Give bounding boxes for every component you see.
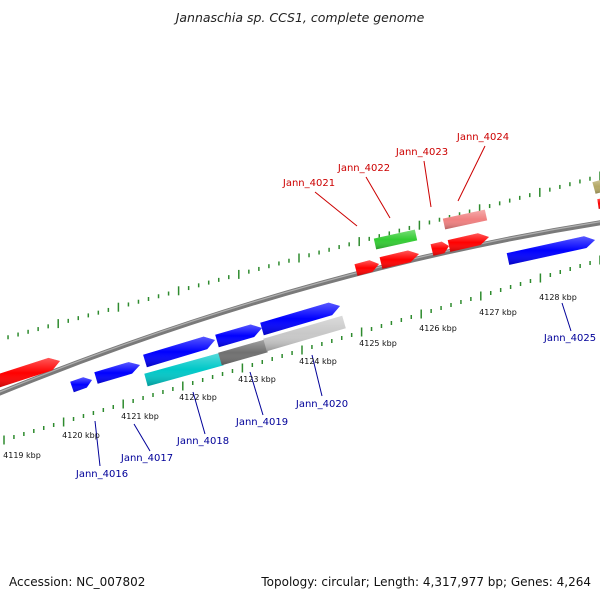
gene-blue-b[interactable] xyxy=(215,324,262,348)
label-jann-4025-connector xyxy=(561,302,572,332)
gene-jann-4021[interactable] xyxy=(354,260,380,276)
gene-jann-4022[interactable] xyxy=(379,250,419,269)
gene-green[interactable] xyxy=(373,229,418,250)
label-jann-4016-connector xyxy=(94,420,101,467)
scale-label: 4122 kbp xyxy=(179,393,217,402)
gene-red-edge[interactable] xyxy=(597,198,600,209)
scale-label: 4125 kbp xyxy=(359,339,397,348)
scale-label: 4120 kbp xyxy=(62,431,100,440)
gene-red-left[interactable] xyxy=(0,357,60,388)
label-jann-4023-connector xyxy=(423,160,432,208)
label-jann-4021-connector xyxy=(314,191,358,227)
accession-text: Accession: NC_007802 xyxy=(9,575,146,589)
label-jann-4021[interactable]: Jann_4021 xyxy=(282,178,335,189)
label-jann-4020[interactable]: Jann_4020 xyxy=(295,399,348,410)
gene-jann-4025[interactable] xyxy=(506,236,595,265)
scale-label: 4124 kbp xyxy=(299,357,337,366)
label-jann-4019[interactable]: Jann_4019 xyxy=(235,417,288,428)
label-jann-4025[interactable]: Jann_4025 xyxy=(543,333,596,344)
label-jann-4024-connector xyxy=(457,145,486,202)
genome-backbone xyxy=(0,220,600,396)
gene-jann-4023[interactable] xyxy=(430,241,449,256)
gene-blue-tiny[interactable] xyxy=(70,377,92,393)
gene-jann-4019[interactable] xyxy=(218,339,268,366)
scale-label: 4126 kbp xyxy=(419,324,457,333)
scale-label: 4123 kbp xyxy=(238,375,276,384)
gene-blue-c[interactable] xyxy=(260,302,340,336)
label-connectors xyxy=(94,145,572,467)
label-jann-4020-connector xyxy=(311,354,323,397)
label-jann-4016[interactable]: Jann_4016 xyxy=(75,469,128,480)
label-jann-4022[interactable]: Jann_4022 xyxy=(337,163,390,174)
gene-jann-4020[interactable] xyxy=(263,315,346,352)
label-jann-4017[interactable]: Jann_4017 xyxy=(120,453,173,464)
genome-backbone-highlight xyxy=(0,221,600,393)
map-title: Jannaschia sp. CCS1, complete genome xyxy=(175,10,425,25)
gene-jann-4024[interactable] xyxy=(447,233,489,252)
genome-summary-text: Topology: circular; Length: 4,317,977 bp… xyxy=(261,575,591,589)
label-jann-4022-connector xyxy=(365,176,391,219)
gene-blue-a[interactable] xyxy=(143,336,215,368)
gene-features xyxy=(0,179,600,393)
scale-labels: 4119 kbp 4120 kbp 4121 kbp 4122 kbp 4123 kbp… xyxy=(3,293,577,460)
gene-pink[interactable] xyxy=(442,209,488,230)
label-jann-4018-connector xyxy=(192,391,206,435)
label-jann-4024[interactable]: Jann_4024 xyxy=(456,132,509,143)
scale-label: 4119 kbp xyxy=(3,451,41,460)
label-jann-4018[interactable]: Jann_4018 xyxy=(176,436,229,447)
outer-tick-track xyxy=(7,171,600,340)
scale-label: 4127 kbp xyxy=(479,308,517,317)
scale-label: 4128 kbp xyxy=(539,293,577,302)
label-jann-4017-connector xyxy=(133,423,151,452)
gene-blue-small[interactable] xyxy=(94,362,140,384)
label-jann-4019-connector xyxy=(249,371,264,416)
gene-olive-edge[interactable] xyxy=(592,179,600,194)
scale-label: 4121 kbp xyxy=(121,412,159,421)
gene-jann-4018[interactable] xyxy=(144,352,224,387)
label-jann-4023[interactable]: Jann_4023 xyxy=(395,147,448,158)
inner-tick-track xyxy=(3,255,600,445)
